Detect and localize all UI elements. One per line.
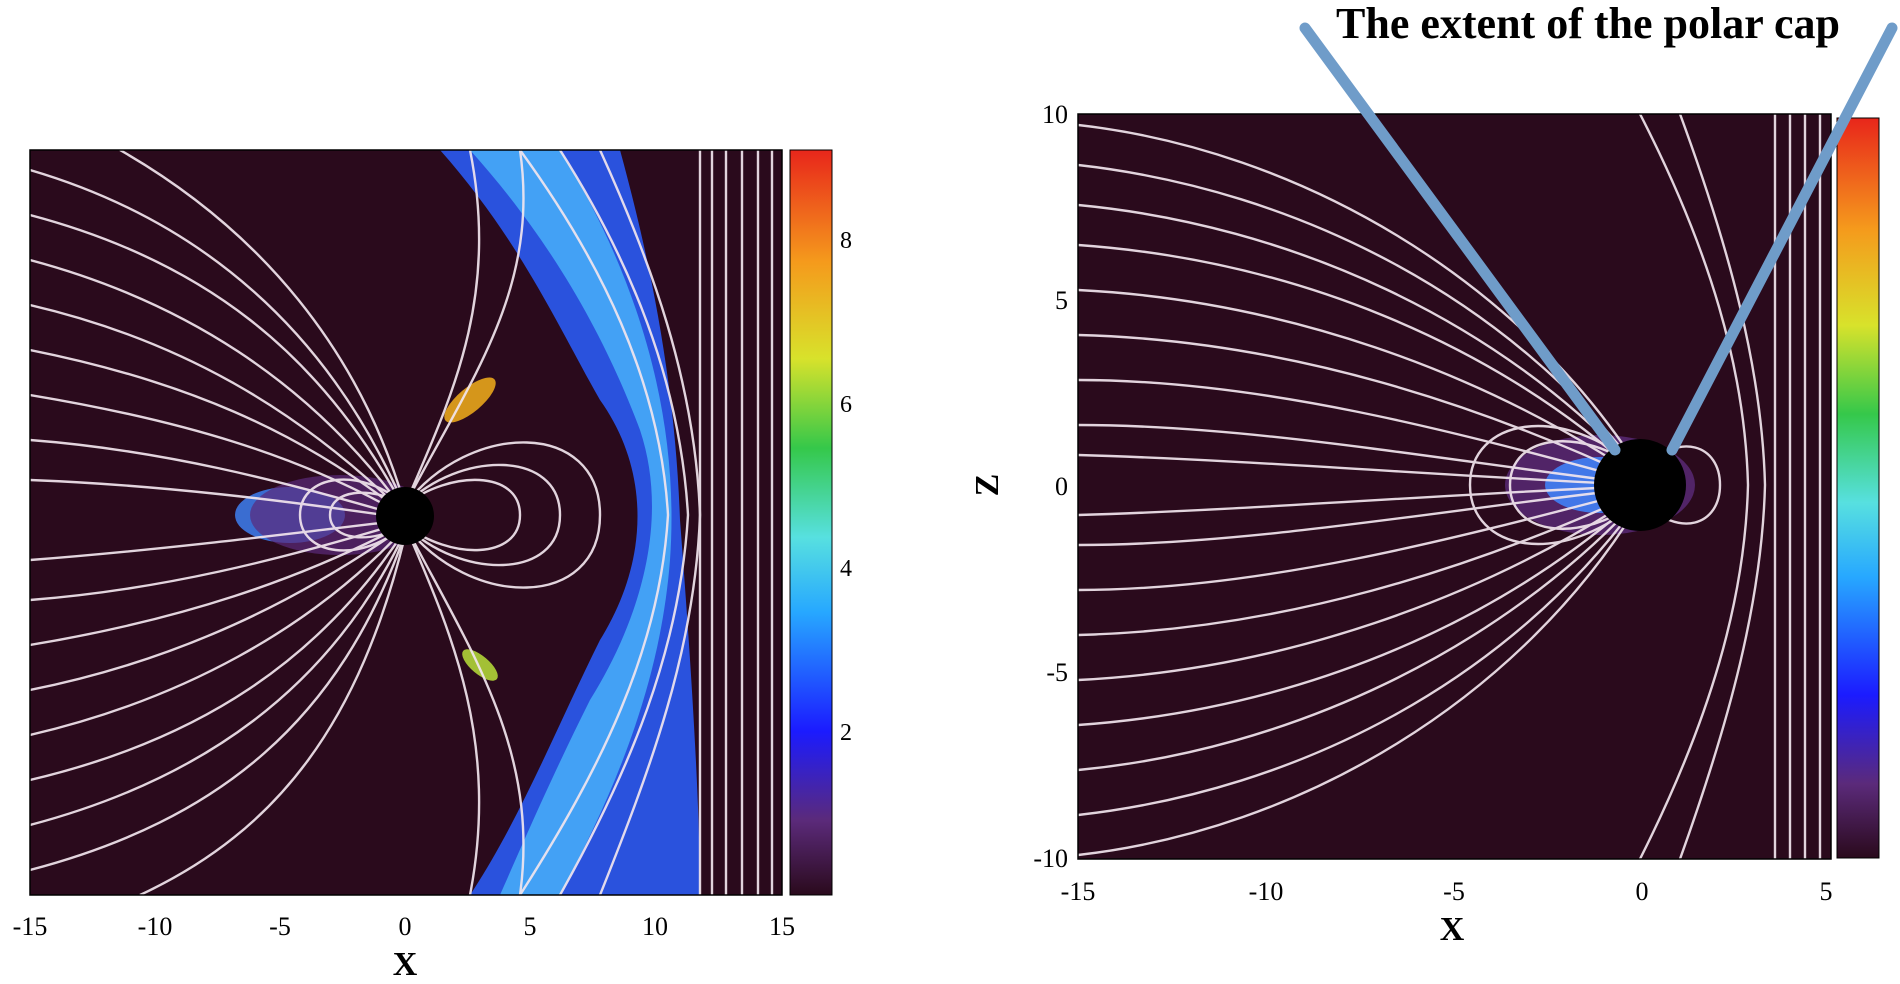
left-x-tick-labels: -15 -10 -5 0 5 10 15 [13,912,795,941]
right-streamlines [1078,114,1822,859]
left-x-tick: -5 [269,912,291,941]
right-y-axis-title: Z [969,474,1006,497]
left-colorbar-tick-labels: 2 4 6 8 [840,228,852,746]
right-y-tick: 0 [1055,472,1068,501]
left-x-tick: -15 [13,912,48,941]
right-x-tick-labels: -15 -10 -5 0 5 [1061,877,1833,906]
right-x-tick: -10 [1249,877,1284,906]
left-x-tick: 0 [399,912,412,941]
right-y-tick: 10 [1042,100,1068,129]
left-plot-frame [29,149,783,896]
right-plot-frame [1077,113,1832,860]
left-colorbar-tick: 4 [840,556,852,582]
left-panel: 2 4 6 8 -15 -10 -5 0 5 10 15 X [13,149,852,983]
left-x-tick: 5 [524,912,537,941]
right-x-tick: -5 [1443,877,1465,906]
left-planet [376,487,434,545]
left-x-axis-title: X [393,946,418,983]
polar-cap-annotation: The extent of the polar cap [1299,0,1898,456]
right-field-rendering [1078,114,1822,859]
left-streamlines [30,150,774,895]
left-colorbar-tick: 8 [840,228,852,254]
right-planet [1594,439,1686,531]
left-x-tick: -10 [138,912,173,941]
right-x-tick: -15 [1061,877,1096,906]
left-colorbar-tick: 6 [840,392,852,418]
left-cusp-south [462,649,498,681]
annotation-pointer-left [1299,22,1621,456]
right-x-axis-title: X [1440,911,1465,948]
left-field-rendering [30,150,774,895]
left-x-tick: 10 [642,912,668,941]
right-y-tick: -5 [1046,658,1068,687]
right-x-tick: 0 [1636,877,1649,906]
left-x-tick: 15 [769,912,795,941]
left-colorbar-tick: 2 [840,720,852,746]
right-y-tick-labels: 10 5 0 -5 -10 [1033,100,1068,873]
left-colorbar [789,149,833,896]
right-panel: 10 5 0 -5 -10 Z -15 -10 -5 0 5 X [969,100,1880,948]
right-y-tick: -10 [1033,844,1068,873]
right-colorbar [1836,117,1880,859]
annotation-label: The extent of the polar cap [1336,0,1840,48]
right-y-tick: 5 [1055,286,1068,315]
right-x-tick: 5 [1820,877,1833,906]
annotation-pointer-right [1666,22,1898,456]
